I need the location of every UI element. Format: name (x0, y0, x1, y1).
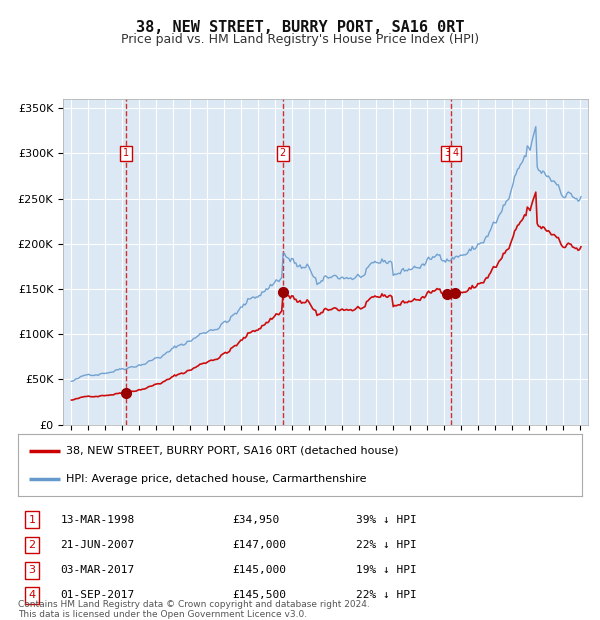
Text: £147,000: £147,000 (232, 540, 286, 550)
Text: 4: 4 (452, 148, 458, 159)
Text: £34,950: £34,950 (232, 515, 280, 525)
Text: HPI: Average price, detached house, Carmarthenshire: HPI: Average price, detached house, Carm… (66, 474, 367, 484)
Text: 01-SEP-2017: 01-SEP-2017 (60, 590, 134, 600)
Text: 4: 4 (29, 590, 35, 600)
Text: Price paid vs. HM Land Registry's House Price Index (HPI): Price paid vs. HM Land Registry's House … (121, 33, 479, 46)
Text: 38, NEW STREET, BURRY PORT, SA16 0RT: 38, NEW STREET, BURRY PORT, SA16 0RT (136, 20, 464, 35)
Text: 2: 2 (280, 148, 286, 159)
Text: 03-MAR-2017: 03-MAR-2017 (60, 565, 134, 575)
Text: 38, NEW STREET, BURRY PORT, SA16 0RT (detached house): 38, NEW STREET, BURRY PORT, SA16 0RT (de… (66, 446, 398, 456)
Text: 2: 2 (29, 540, 35, 550)
Text: 1: 1 (122, 148, 129, 159)
Text: £145,000: £145,000 (232, 565, 286, 575)
Text: 22% ↓ HPI: 22% ↓ HPI (356, 540, 417, 550)
Text: 39% ↓ HPI: 39% ↓ HPI (356, 515, 417, 525)
Text: 3: 3 (29, 565, 35, 575)
Text: Contains HM Land Registry data © Crown copyright and database right 2024.
This d: Contains HM Land Registry data © Crown c… (18, 600, 370, 619)
Text: 3: 3 (444, 148, 450, 159)
Text: 13-MAR-1998: 13-MAR-1998 (60, 515, 134, 525)
Text: 19% ↓ HPI: 19% ↓ HPI (356, 565, 417, 575)
Text: 21-JUN-2007: 21-JUN-2007 (60, 540, 134, 550)
Text: 1: 1 (29, 515, 35, 525)
Text: £145,500: £145,500 (232, 590, 286, 600)
Text: 22% ↓ HPI: 22% ↓ HPI (356, 590, 417, 600)
